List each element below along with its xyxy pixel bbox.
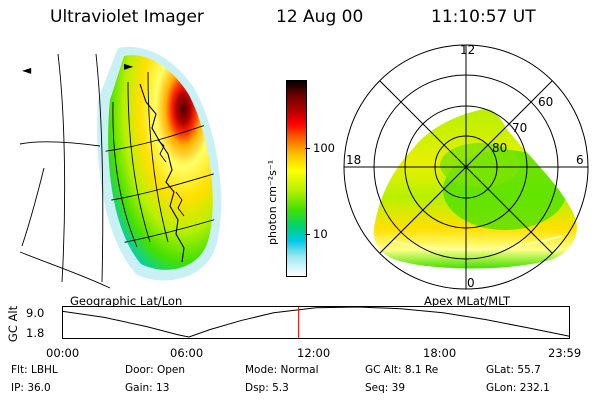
altitude-xtick: 12:00 [297, 346, 331, 360]
info-key: IP: [11, 382, 24, 394]
altitude-ytick: 9.0 [26, 306, 45, 320]
info-gc-alt: GC Alt: 8.1 Re [365, 364, 438, 376]
info-key: Gain: [125, 382, 153, 394]
mlt-label-12: 12 [460, 43, 475, 57]
info-key: Dsp: [245, 382, 269, 394]
coastline [139, 83, 185, 263]
mlat-label-70: 70 [512, 121, 527, 135]
info-glon: GLon: 232.1 [486, 382, 550, 394]
colorbar-tick [305, 148, 310, 149]
date-label: 12 Aug 00 [276, 7, 364, 27]
longitude-line [147, 71, 169, 243]
auroral-arc [389, 235, 563, 251]
info-value: LBHL [30, 364, 58, 376]
coastline [21, 167, 45, 247]
mlt-label-6: 6 [576, 153, 584, 167]
colorbar-tick-label: 100 [313, 141, 335, 155]
info-value: 39 [391, 382, 406, 394]
longitude-line [95, 53, 104, 283]
altitude-ylabel: GC Alt [6, 305, 21, 343]
info-key: GC Alt: [365, 364, 402, 376]
info-ip: IP: 36.0 [11, 382, 51, 394]
info-key: Mode: [245, 364, 278, 376]
altitude-xtick: 18:00 [423, 346, 457, 360]
info-value: 36.0 [27, 382, 51, 394]
altitude-xtick: 23:59 [548, 346, 582, 360]
instrument-title: Ultraviolet Imager [50, 7, 204, 27]
info-value: 232.1 [519, 382, 550, 394]
info-dsp: Dsp: 5.3 [245, 382, 289, 394]
time-label: 11:10:57 UT [431, 7, 536, 27]
info-value: 5.3 [272, 382, 289, 394]
mlt-label-0: 0 [467, 276, 475, 290]
colorbar [286, 80, 307, 277]
altitude-ytick: 1.8 [26, 326, 45, 340]
info-value: Normal [280, 364, 319, 376]
latitude-line [105, 171, 216, 203]
info-glat: GLat: 55.7 [486, 364, 541, 376]
longitude-line [57, 53, 66, 283]
info-seq: Seq: 39 [365, 382, 405, 394]
longitude-line [112, 101, 138, 248]
info-key: GLon: [486, 382, 517, 394]
colorbar-tick-label: 10 [313, 227, 328, 241]
colorbar-tick [305, 234, 310, 235]
info-value: Open [156, 364, 185, 376]
apex-projection-label: Apex MLat/MLT [424, 294, 511, 308]
geographic-map: ◄ ► [19, 46, 222, 289]
map-corner-marker: ◄ [22, 63, 32, 77]
info-door: Door: Open [125, 364, 185, 376]
info-value: 55.7 [517, 364, 541, 376]
info-key: Seq: [365, 382, 389, 394]
auroral-oval-image [108, 55, 213, 270]
info-key: GLat: [486, 364, 515, 376]
altitude-plot [62, 306, 570, 339]
longitude-line [127, 81, 151, 243]
colorbar-unit-label: photon cm⁻²s⁻¹ [266, 159, 279, 245]
polar-cap-region [440, 143, 520, 187]
coastline [175, 191, 185, 217]
orbit-altitude-line [62, 306, 570, 338]
mlt-meridian [379, 80, 553, 254]
altitude-xtick: 06:00 [170, 346, 204, 360]
map-corner-marker: ► [124, 59, 134, 73]
altitude-xtick: 00:00 [46, 346, 80, 360]
mlt-label-18: 18 [346, 153, 361, 167]
info-gain: Gain: 13 [125, 382, 169, 394]
polar-map: 12 18 6 0 60 70 80 [343, 43, 589, 290]
info-value: 8.1 Re [404, 364, 439, 376]
info-value: 13 [156, 382, 170, 394]
geographic-projection-label: Geographic Lat/Lon [70, 294, 183, 308]
info-mode: Mode: Normal [245, 364, 319, 376]
info-flt: Flt: LBHL [11, 364, 58, 376]
coastline [157, 139, 167, 163]
info-key: Door: [125, 364, 154, 376]
mlat-label-80: 80 [492, 141, 507, 155]
mlat-label-60: 60 [538, 95, 553, 109]
latitude-line [19, 251, 111, 289]
latitude-line [19, 141, 101, 147]
altitude-plot-frame [62, 306, 570, 339]
info-key: Flt: [11, 364, 28, 376]
